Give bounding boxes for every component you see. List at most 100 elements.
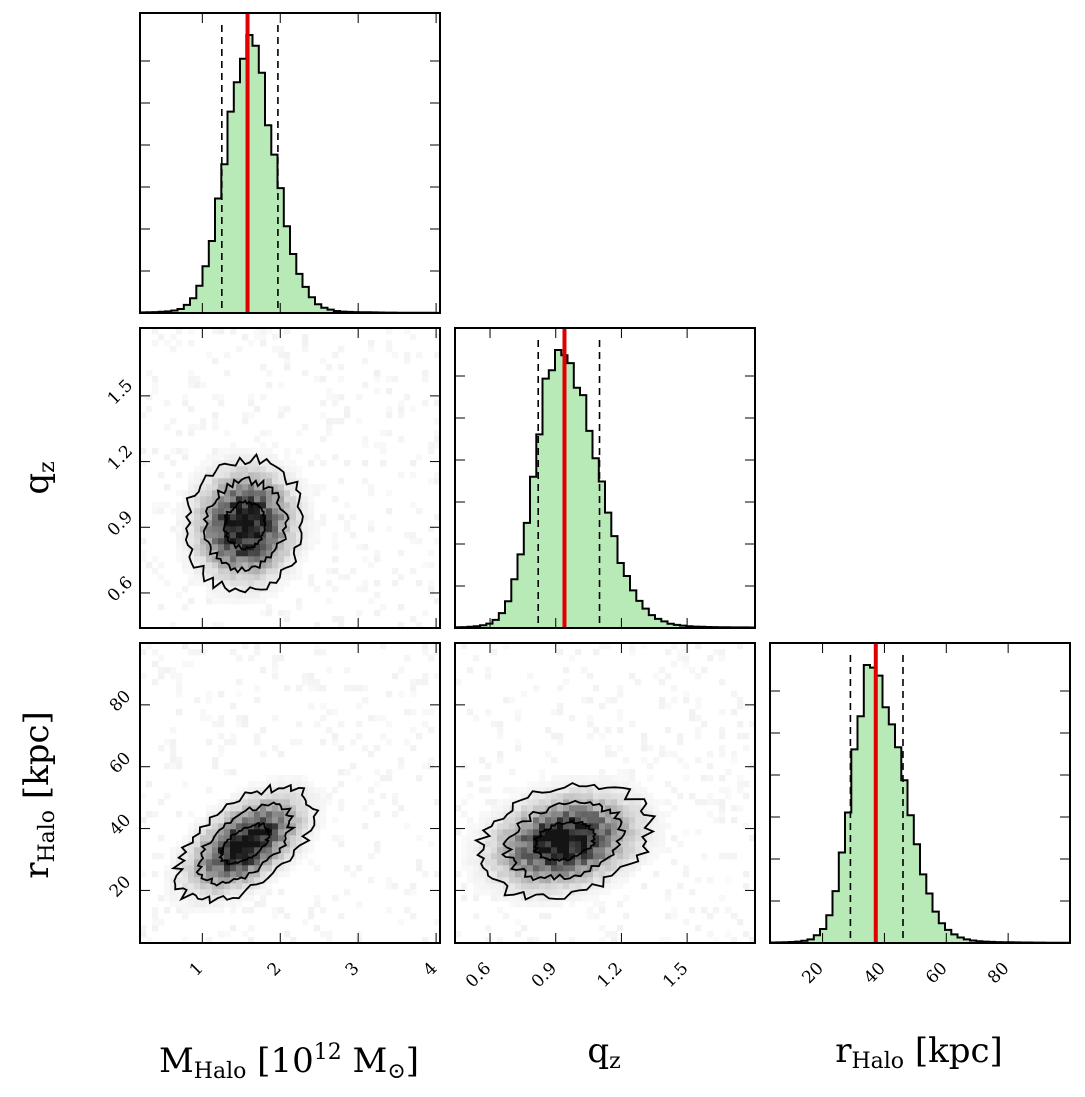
density-cell	[266, 781, 273, 788]
density-cell	[182, 781, 189, 788]
density-cell	[404, 823, 411, 830]
density-cell	[593, 889, 600, 896]
density-cell	[503, 787, 510, 794]
density-cell	[416, 580, 423, 587]
x-tick-label-r-1: 40	[860, 959, 889, 988]
density-cell	[176, 883, 183, 890]
density-cell	[152, 568, 159, 575]
density-cell	[308, 538, 315, 545]
density-cell	[719, 733, 726, 740]
density-cell	[416, 622, 423, 629]
density-cell	[194, 526, 201, 533]
density-cell	[479, 883, 486, 890]
density-cell	[485, 673, 492, 680]
density-cell	[527, 859, 534, 866]
density-cell	[719, 817, 726, 824]
density-cell	[497, 883, 504, 890]
density-cell	[176, 685, 183, 692]
density-cell	[152, 811, 159, 818]
density-cell	[473, 847, 480, 854]
density-cell	[224, 370, 231, 377]
density-cell	[272, 502, 279, 509]
density-cell	[182, 835, 189, 842]
density-cell	[569, 883, 576, 890]
density-cell	[563, 775, 570, 782]
density-cell	[230, 793, 237, 800]
density-cell	[200, 889, 207, 896]
density-cell	[491, 865, 498, 872]
density-cell	[230, 568, 237, 575]
density-cell	[356, 721, 363, 728]
density-cell	[611, 853, 618, 860]
density-cell	[254, 649, 261, 656]
density-cell	[242, 643, 249, 650]
density-cell	[200, 859, 207, 866]
density-cell	[521, 793, 528, 800]
density-cell	[605, 811, 612, 818]
density-cell	[350, 514, 357, 521]
density-cell	[242, 484, 249, 491]
density-cell	[623, 871, 630, 878]
density-cell	[236, 484, 243, 491]
density-cell	[302, 775, 309, 782]
histogram-M	[139, 34, 441, 314]
density-cell	[332, 586, 339, 593]
density-cell	[242, 526, 249, 533]
density-cell	[617, 853, 624, 860]
density-cell	[236, 550, 243, 557]
density-cell	[521, 799, 528, 806]
density-cell	[410, 745, 417, 752]
density-cell	[380, 604, 387, 611]
density-cell	[671, 643, 678, 650]
density-cell	[158, 502, 165, 509]
density-cell	[605, 835, 612, 842]
density-cell	[593, 781, 600, 788]
density-cell	[230, 799, 237, 806]
density-cell	[152, 853, 159, 860]
density-cell	[284, 358, 291, 365]
density-cell	[230, 520, 237, 527]
density-cell	[146, 811, 153, 818]
density-cell	[491, 859, 498, 866]
density-cell	[563, 817, 570, 824]
density-cell	[284, 865, 291, 872]
density-cell	[647, 853, 654, 860]
density-cell	[308, 829, 315, 836]
density-cell	[332, 739, 339, 746]
density-cell	[230, 859, 237, 866]
density-cell	[212, 865, 219, 872]
density-cell	[308, 508, 315, 515]
density-cell	[212, 805, 219, 812]
density-cell	[515, 889, 522, 896]
density-cell	[290, 532, 297, 539]
density-cell	[503, 697, 510, 704]
density-cell	[659, 835, 666, 842]
density-cell	[503, 799, 510, 806]
density-cell	[491, 871, 498, 878]
density-cell	[677, 649, 684, 656]
density-cell	[737, 919, 744, 926]
density-cell	[254, 817, 261, 824]
density-cell	[206, 787, 213, 794]
density-cell	[260, 895, 267, 902]
density-cell	[557, 841, 564, 848]
density-cell	[266, 472, 273, 479]
density-cell	[284, 520, 291, 527]
density-cell	[188, 823, 195, 830]
density-cell	[539, 889, 546, 896]
density-cell	[200, 556, 207, 563]
density-cell	[206, 550, 213, 557]
density-cell	[182, 586, 189, 593]
density-cell	[503, 877, 510, 884]
density-cell	[212, 889, 219, 896]
density-cell	[473, 841, 480, 848]
density-cell	[266, 550, 273, 557]
density-cell	[182, 448, 189, 455]
density-cell	[218, 574, 225, 581]
density-cell	[569, 811, 576, 818]
density-cell	[284, 460, 291, 467]
density-cell	[230, 574, 237, 581]
density-cell	[599, 811, 606, 818]
density-cell	[575, 877, 582, 884]
density-cell	[467, 823, 474, 830]
